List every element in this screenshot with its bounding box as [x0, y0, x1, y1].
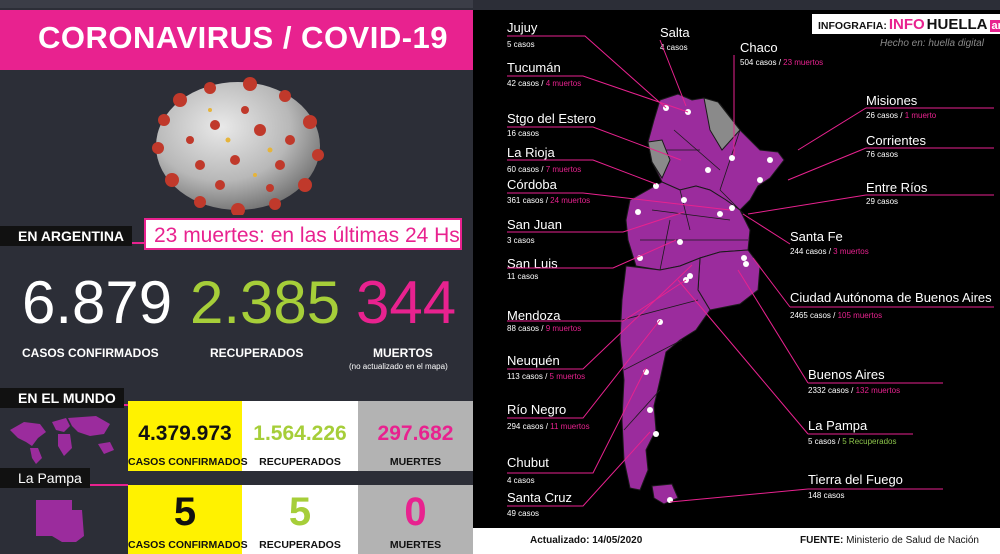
- world-deaths-label: MUERTES: [389, 456, 442, 468]
- brand-info: INFO: [888, 16, 925, 33]
- lapampa-confirmed-box: [128, 485, 242, 554]
- province-rioja-cases: 60 casos / 7 muertos: [507, 165, 582, 174]
- province-tdf-cases: 148 casos: [808, 491, 845, 500]
- deaths-24h-text: 23 muertes: en las últimas 24 Hs: [154, 224, 460, 247]
- ar-deaths-label: MUERTOS: [373, 346, 433, 360]
- section-label-lapampa: La Pampa: [0, 468, 90, 488]
- section-label-world: EN EL MUNDO: [0, 388, 124, 408]
- province-bsas-name: Buenos Aires: [808, 367, 885, 382]
- ar-recovered-label: RECUPERADOS: [210, 346, 304, 360]
- ar-deaths-note: (no actualizado en el mapa): [349, 362, 448, 371]
- province-rionegro-name: Río Negro: [507, 402, 567, 417]
- province-tucuman-name: Tucumán: [507, 60, 561, 75]
- brand-huella: HUELLA: [926, 16, 988, 33]
- province-tdf-name: Tierra del Fuego: [808, 472, 903, 487]
- top-strip: [0, 0, 473, 8]
- province-misiones-cases: 26 casos / 1 muerto: [866, 111, 937, 120]
- province-entrerios-name: Entre Ríos: [866, 180, 928, 195]
- province-lapampa-cases: 5 casos / 5 Recuperados: [808, 437, 897, 446]
- province-neuquen-name: Neuquén: [507, 353, 560, 368]
- title-bar: [0, 10, 473, 70]
- world-confirmed-label: CASOS CONFIRMADOS: [128, 456, 248, 468]
- province-lapampa-name: La Pampa: [808, 418, 868, 433]
- deaths-24h-banner: 23 muertes: en las últimas 24 Hs: [144, 218, 462, 250]
- province-bsas-cases: 2332 casos / 132 muertos: [808, 386, 901, 395]
- province-santafe-cases: 244 casos / 3 muertos: [790, 247, 869, 256]
- source-credit: FUENTE: Ministerio de Salud de Nación: [800, 535, 979, 546]
- top-strip: [473, 0, 1000, 10]
- world-map-icon: [6, 408, 122, 466]
- page-title: CORONAVIRUS / COVID-19: [38, 20, 449, 55]
- province-sanjuan-cases: 3 casos: [507, 236, 535, 245]
- footer-bar: [473, 528, 1000, 554]
- ar-recovered-value: 2.385: [190, 269, 341, 336]
- province-caba-cases: 2465 casos / 105 muertos: [790, 311, 883, 320]
- province-salta-cases: 4 casos: [660, 43, 688, 52]
- province-sanluis-cases: 11 casos: [507, 272, 539, 281]
- province-cordoba-cases: 361 casos / 24 muertos: [507, 196, 591, 205]
- province-salta-name: Salta: [660, 25, 690, 40]
- province-rioja-name: La Rioja: [507, 145, 555, 160]
- province-chubut-name: Chubut: [507, 455, 549, 470]
- ar-confirmed-value: 6.879: [22, 269, 173, 336]
- province-caba-name: Ciudad Autónoma de Buenos Aires: [790, 290, 992, 305]
- lapampa-recovered-value: 5: [288, 490, 312, 534]
- world-confirmed-box: [128, 401, 242, 471]
- lapampa-confirmed-value: 5: [173, 490, 197, 534]
- brand-tld: ar: [989, 20, 1000, 32]
- la-pampa-map-icon: [32, 496, 88, 546]
- province-sanjuan-name: San Juan: [507, 217, 562, 232]
- province-chaco-name: Chaco: [740, 40, 778, 55]
- ar-confirmed-label: CASOS CONFIRMADOS: [22, 346, 159, 360]
- lapampa-recovered-label: RECUPERADOS: [259, 539, 341, 551]
- world-deaths-box: [358, 401, 473, 471]
- province-mendoza-name: Mendoza: [507, 308, 561, 323]
- world-deaths-value: 297.682: [377, 422, 454, 445]
- province-chubut-cases: 4 casos: [507, 476, 535, 485]
- province-neuquen-cases: 113 casos / 5 muertos: [507, 372, 586, 381]
- lapampa-recovered-box: [242, 485, 358, 554]
- province-misiones-name: Misiones: [866, 93, 918, 108]
- lapampa-confirmed-label: CASOS CONFIRMADOS: [128, 539, 248, 551]
- province-entrerios-cases: 29 casos: [866, 197, 899, 206]
- lapampa-deaths-label: MUERTES: [389, 539, 442, 551]
- province-mendoza-cases: 88 casos / 9 muertos: [507, 324, 582, 333]
- province-stgo-name: Stgo del Estero: [507, 111, 596, 126]
- updated-date: Actualizado: 14/05/2020: [530, 535, 643, 546]
- province-sanluis-name: San Luis: [507, 256, 558, 271]
- province-rionegro-cases: 294 casos / 11 muertos: [507, 422, 590, 431]
- province-jujuy-name: Jujuy: [507, 20, 538, 35]
- lapampa-deaths-value: 0: [404, 490, 427, 534]
- province-santacruz-cases: 49 casos: [507, 509, 540, 518]
- province-chaco-cases: 504 casos / 23 muertos: [740, 58, 824, 67]
- province-stgo-cases: 16 casos: [507, 129, 540, 138]
- lapampa-deaths-box: [358, 485, 473, 554]
- section-label-argentina: EN ARGENTINA: [0, 226, 133, 246]
- province-tucuman-cases: 42 casos / 4 muertos: [507, 79, 582, 88]
- brand-prefix: INFOGRAFIA:: [818, 20, 887, 32]
- virus-illustration: [120, 70, 360, 217]
- province-cordoba-name: Córdoba: [507, 177, 557, 192]
- province-santafe-name: Santa Fe: [790, 229, 843, 244]
- world-recovered-box: [242, 401, 358, 471]
- brand-logo[interactable]: INFOGRAFIA: INFO HUELLA ar: [812, 14, 1000, 34]
- province-santacruz-name: Santa Cruz: [507, 490, 573, 505]
- province-corrientes-cases: 76 casos: [866, 150, 899, 159]
- province-jujuy-cases: 5 casos: [507, 40, 535, 49]
- leader-lines: [507, 35, 994, 507]
- world-recovered-value: 1.564.226: [253, 422, 347, 445]
- world-recovered-label: RECUPERADOS: [259, 456, 341, 468]
- ar-deaths-value: 344: [356, 269, 457, 336]
- province-corrientes-name: Corrientes: [866, 133, 926, 148]
- world-confirmed-value: 4.379.973: [138, 422, 232, 445]
- made-by-credit: Hecho en: huella digital: [880, 38, 984, 49]
